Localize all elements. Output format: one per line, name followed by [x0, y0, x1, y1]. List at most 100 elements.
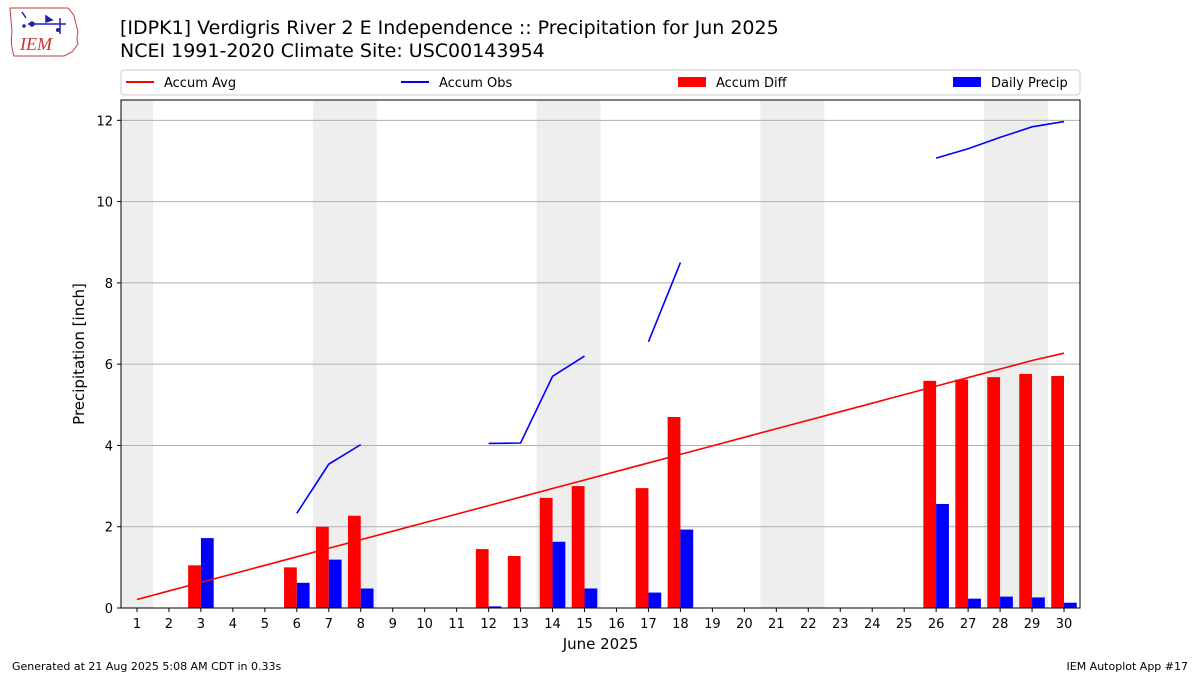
- daily-precip-bar-27: [968, 598, 981, 608]
- chart-subtitle: NCEI 1991-2020 Climate Site: USC00143954: [120, 40, 545, 62]
- accum-obs-line-segment-2: [488, 355, 585, 445]
- weekend-shade-1: [121, 100, 153, 608]
- daily-precip-bar-26: [936, 503, 949, 608]
- plot-frame: [120, 99, 1081, 609]
- x-tick-label-9: 9: [389, 617, 397, 632]
- x-tick-label-29: 29: [1024, 617, 1041, 632]
- accum-obs-line-segment-3: [647, 262, 682, 343]
- chart-title: [IDPK1] Verdigris River 2 E Independence…: [120, 17, 779, 39]
- x-tick-label-5: 5: [261, 617, 269, 632]
- accum-obs-line-segment-1: [296, 443, 362, 514]
- x-tick-label-20: 20: [736, 617, 753, 632]
- accum-diff-bar-8: [347, 515, 361, 608]
- daily-precip-bar-12: [488, 606, 502, 608]
- footer-generated: Generated at 21 Aug 2025 5:08 AM CDT in …: [12, 660, 282, 673]
- daily-precip-bar-15: [584, 588, 598, 608]
- y-tick-label-0: 0: [105, 602, 113, 617]
- weekend-shade-7: [312, 100, 345, 608]
- y-axis-ticks: 0 2 4 6 8 10 12: [96, 114, 121, 617]
- x-tick-label-28: 28: [992, 617, 1009, 632]
- accum-diff-bar-14: [539, 497, 553, 608]
- x-tick-label-15: 15: [576, 617, 593, 632]
- daily-precip-bar-8: [360, 588, 374, 608]
- y-tick-label-10: 10: [96, 196, 113, 211]
- daily-precip-bar-6: [296, 582, 310, 608]
- accum-diff-bar-15: [571, 486, 585, 608]
- accum-diff-bar-13: [507, 555, 521, 608]
- daily-precip-bar-18: [680, 529, 694, 608]
- accum-avg-line-segment-1: [136, 352, 1065, 601]
- x-tick-label-17: 17: [640, 617, 657, 632]
- x-tick-label-11: 11: [448, 617, 465, 632]
- footer-app: IEM Autoplot App #17: [1066, 660, 1189, 673]
- chart-legend: Accum Avg Accum Obs Accum Diff Daily Precip: [120, 69, 1081, 96]
- x-tick-label-6: 6: [293, 617, 301, 632]
- iowa-state-outline: [9, 7, 79, 57]
- accum-obs-line-segment-4: [935, 120, 1065, 159]
- accum-diff-bar-17: [635, 488, 649, 608]
- iem-logo: IEM: [9, 7, 79, 57]
- accum-diff-bar-3: [188, 565, 201, 608]
- x-tick-label-10: 10: [416, 617, 433, 632]
- y-axis-label: Precipitation [inch]: [70, 283, 88, 425]
- legend-daily-precip-swatch: [953, 77, 981, 87]
- weekend-shade-21: [760, 100, 793, 608]
- lines: [136, 120, 1065, 601]
- x-tick-label-23: 23: [832, 617, 849, 632]
- daily-precip-bar-3: [200, 538, 214, 608]
- y-tick-label-6: 6: [105, 358, 113, 373]
- x-tick-label-13: 13: [512, 617, 529, 632]
- x-tick-label-7: 7: [325, 617, 333, 632]
- legend-box: [120, 69, 1081, 96]
- x-tick-label-26: 26: [928, 617, 945, 632]
- x-tick-label-16: 16: [608, 617, 625, 632]
- legend-accum-avg-label: Accum Avg: [164, 76, 236, 91]
- x-tick-label-1: 1: [133, 617, 141, 632]
- y-tick-label-12: 12: [96, 114, 113, 129]
- accum-diff-bar-12: [475, 549, 489, 608]
- x-tick-label-3: 3: [197, 617, 205, 632]
- legend-accum-diff-label: Accum Diff: [716, 76, 788, 91]
- x-tick-label-24: 24: [864, 617, 881, 632]
- x-tick-label-18: 18: [672, 617, 689, 632]
- y-tick-label-2: 2: [105, 521, 113, 536]
- x-tick-label-21: 21: [768, 617, 785, 632]
- accum-diff-bar-30: [1051, 375, 1065, 608]
- x-axis-ticks: 1 2 3 4 5 6 7 8 9 10 11 12 13 14 15 16 17 18 19 20 21 22 23 24 2…: [133, 608, 1072, 632]
- daily-precip-bar-14: [552, 541, 566, 608]
- x-tick-label-25: 25: [896, 617, 913, 632]
- weekend-shade-22: [792, 100, 825, 608]
- x-tick-label-4: 4: [229, 617, 237, 632]
- accum-diff-bar-26: [923, 380, 937, 608]
- bars: [188, 373, 1077, 608]
- x-tick-label-27: 27: [960, 617, 977, 632]
- accum-diff-bar-6: [284, 567, 297, 608]
- daily-precip-bar-30: [1064, 602, 1077, 608]
- x-axis-label: June 2025: [562, 635, 639, 653]
- legend-accum-obs-label: Accum Obs: [439, 76, 512, 91]
- y-grid: [121, 119, 1080, 528]
- weather-instruments-icon: [21, 11, 66, 34]
- accum-diff-bar-28: [987, 377, 1001, 608]
- x-tick-label-30: 30: [1056, 617, 1073, 632]
- x-tick-label-2: 2: [165, 617, 173, 632]
- x-tick-label-12: 12: [480, 617, 497, 632]
- daily-precip-bar-28: [1000, 596, 1013, 608]
- legend-accum-diff-swatch: [678, 77, 706, 87]
- x-tick-label-22: 22: [800, 617, 817, 632]
- x-tick-label-14: 14: [544, 617, 561, 632]
- accum-diff-bar-29: [1019, 373, 1033, 608]
- accum-diff-bar-27: [955, 379, 969, 608]
- daily-precip-bar-29: [1032, 597, 1045, 608]
- y-tick-label-4: 4: [105, 439, 113, 454]
- accum-diff-bar-7: [315, 526, 329, 608]
- daily-precip-bar-17: [648, 592, 662, 608]
- accum-diff-bar-18: [667, 416, 681, 608]
- x-tick-label-8: 8: [357, 617, 365, 632]
- legend-daily-precip-label: Daily Precip: [991, 76, 1068, 91]
- logo-text: IEM: [19, 34, 53, 54]
- x-tick-label-19: 19: [704, 617, 721, 632]
- weekend-shading: [121, 100, 1049, 608]
- daily-precip-bar-7: [328, 559, 342, 608]
